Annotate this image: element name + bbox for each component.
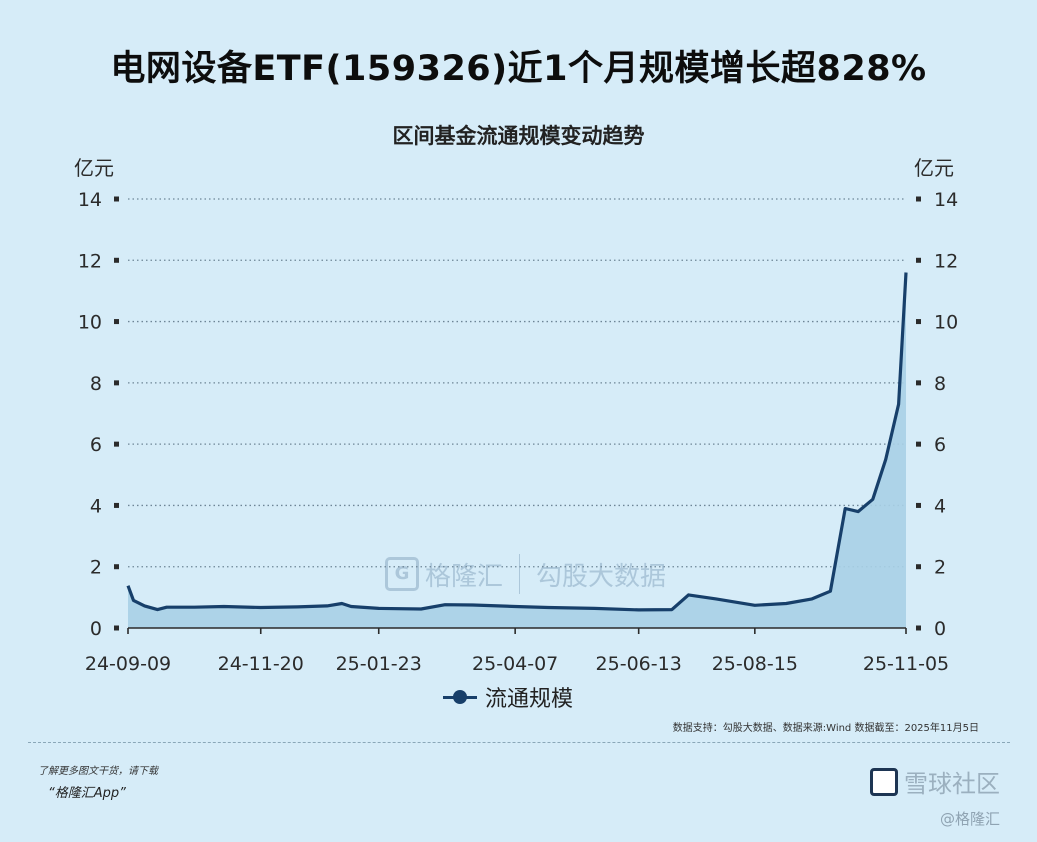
legend-line-dot-icon [443, 687, 477, 707]
x-tick-label: 25-01-23 [336, 653, 422, 675]
y-tick-label-right: 12 [934, 250, 958, 272]
y-tick-label-left: 10 [78, 312, 102, 334]
y-tick-label-right: 10 [934, 312, 958, 334]
x-tick-label: 24-11-20 [218, 653, 304, 675]
x-tick-label: 25-08-15 [712, 653, 798, 675]
y-tick-mark-right [916, 564, 921, 570]
y-tick-mark-left [114, 441, 119, 447]
y-tick-mark-left [114, 196, 119, 202]
series-line [126, 272, 908, 612]
y-tick-mark-left [114, 502, 119, 508]
x-tick-label: 25-06-13 [596, 653, 682, 675]
xueqiu-watermark: 雪球社区 [870, 764, 1000, 799]
legend-label: 流通规模 [485, 687, 574, 712]
y-tick-mark-right [916, 319, 921, 325]
y-tick-mark-left [114, 625, 119, 631]
watermark-brand: 格隆汇 [425, 561, 504, 592]
y-tick-mark-left [114, 564, 119, 570]
y-tick-mark-right [916, 380, 921, 386]
legend: 流通规模 [443, 682, 573, 712]
y-tick-mark-right [916, 257, 921, 263]
y-tick-label-left: 0 [90, 618, 102, 640]
y-tick-label-right: 0 [934, 618, 946, 640]
x-tick-label: 25-04-07 [472, 653, 558, 675]
source-note: 数据支持：勾股大数据、数据来源:Wind 数据截至：2025年11月5日 [672, 723, 979, 734]
y-tick-label-right: 8 [934, 373, 946, 395]
y-tick-label-left: 2 [90, 557, 102, 579]
xueqiu-logo-icon [870, 767, 898, 796]
y-tick-mark-right [916, 441, 921, 447]
y-tick-label-left: 14 [78, 189, 102, 211]
y-tick-mark-left [114, 380, 119, 386]
footer-divider [28, 742, 1010, 743]
y-unit-left: 亿元 [74, 156, 114, 180]
xueqiu-watermark-text: 雪球社区 [904, 770, 1000, 798]
y-tick-mark-right [916, 502, 921, 508]
chart-subtitle: 区间基金流通规模变动趋势 [392, 124, 645, 148]
y-tick-mark-left [114, 257, 119, 263]
y-tick-label-left: 6 [90, 434, 102, 456]
x-tick-label: 24-09-09 [85, 653, 171, 675]
author-watermark: @格隆汇 [940, 810, 1001, 828]
footer-app-name: “格隆汇App” [48, 786, 126, 801]
y-tick-label-right: 4 [934, 495, 946, 517]
y-unit-right: 亿元 [914, 156, 954, 180]
y-tick-mark-left [114, 319, 119, 325]
y-tick-label-left: 12 [78, 250, 102, 272]
footer-note: 了解更多图文干货，请下载 [38, 766, 158, 777]
y-tick-label-right: 2 [934, 557, 946, 579]
y-tick-label-right: 14 [934, 189, 958, 211]
y-tick-mark-right [916, 196, 921, 202]
y-tick-label-left: 4 [90, 495, 102, 517]
y-tick-label-right: 6 [934, 434, 946, 456]
series-area [128, 272, 906, 628]
y-tick-label-left: 8 [90, 373, 102, 395]
watermark-separator [519, 554, 521, 594]
chart-title: 电网设备ETF(159326)近1个月规模增长超828% [110, 49, 927, 89]
y-tick-mark-right [916, 625, 921, 631]
x-tick-label: 25-11-05 [863, 653, 949, 675]
gelonghui-logo-icon: G [385, 557, 419, 591]
